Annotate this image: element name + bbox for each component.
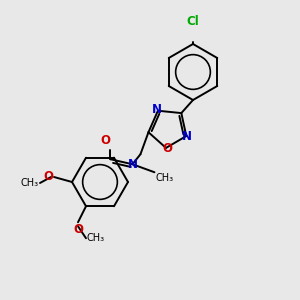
Text: O: O <box>73 223 83 236</box>
Text: Cl: Cl <box>187 15 200 28</box>
Text: N: N <box>152 103 162 116</box>
Text: O: O <box>43 170 53 184</box>
Text: CH₃: CH₃ <box>21 178 39 188</box>
Text: O: O <box>100 134 110 147</box>
Text: CH₃: CH₃ <box>155 173 174 183</box>
Text: N: N <box>128 158 137 171</box>
Text: N: N <box>182 130 192 142</box>
Text: CH₃: CH₃ <box>87 233 105 243</box>
Text: O: O <box>162 142 172 155</box>
